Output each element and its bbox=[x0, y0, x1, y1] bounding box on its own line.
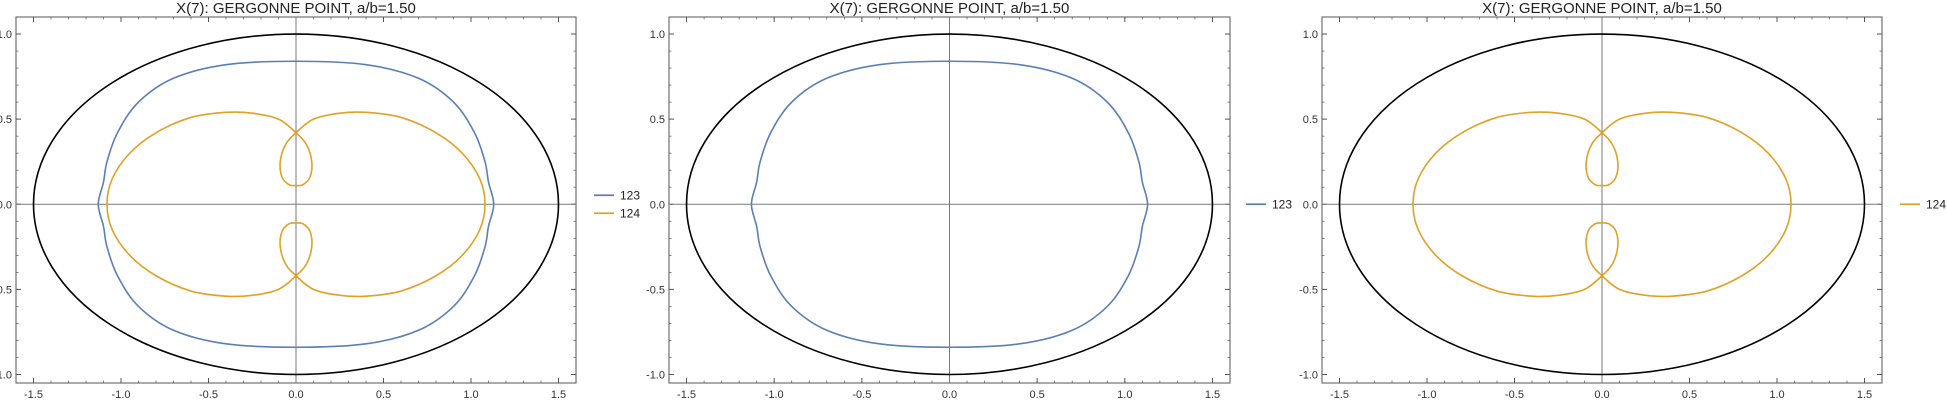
chart-panel-1: X(7): GERGONNE POINT, a/b=1.50 -1.5 -1.0 -0… bbox=[0, 0, 640, 401]
x-tick-label: 0.0 bbox=[288, 389, 303, 401]
x-tick-label: -1.5 bbox=[1330, 389, 1349, 401]
x-tick-label: -1.5 bbox=[24, 389, 43, 401]
reference-ellipse bbox=[32, 33, 560, 376]
y-tick-label: -0.5 bbox=[0, 284, 12, 296]
chart-title: X(7): GERGONNE POINT, a/b=1.50 bbox=[830, 0, 1070, 17]
chart-panel-2: X(7): GERGONNE POINT, a/b=1.50 -1.5 -1.0 -0… bbox=[646, 0, 1292, 401]
x-tick-label: 0.0 bbox=[1594, 389, 1609, 401]
x-tick-label: -1.0 bbox=[1418, 389, 1437, 401]
y-tick-label: 0.0 bbox=[1303, 199, 1318, 211]
y-tick-label: 1.0 bbox=[650, 29, 665, 41]
x-tick-label: 0.5 bbox=[376, 389, 391, 401]
chart-title: X(7): GERGONNE POINT, a/b=1.50 bbox=[1482, 0, 1722, 17]
y-tick-label: 0.5 bbox=[650, 114, 665, 126]
x-tick-label: 1.5 bbox=[1857, 389, 1872, 401]
y-tick-label: -1.0 bbox=[0, 369, 12, 381]
legend-label-123: 123 bbox=[620, 188, 640, 202]
x-tick-label: 1.5 bbox=[1205, 389, 1220, 401]
y-tick-label: 1.0 bbox=[0, 29, 12, 41]
y-tick-label: 0.0 bbox=[0, 199, 12, 211]
series-124-curve bbox=[106, 111, 486, 298]
legend: 124 bbox=[1900, 197, 1946, 211]
y-tick-label: 0.5 bbox=[0, 114, 12, 126]
x-tick-label: -1.5 bbox=[677, 389, 696, 401]
y-tick-label: -0.5 bbox=[1299, 284, 1318, 296]
x-tick-label: 0.0 bbox=[942, 389, 957, 401]
reference-ellipse bbox=[1338, 33, 1866, 376]
legend-label-124: 124 bbox=[620, 206, 640, 220]
x-tick-label: -1.0 bbox=[112, 389, 131, 401]
y-tick-label: 0.5 bbox=[1303, 114, 1318, 126]
x-tick-label: 0.5 bbox=[1030, 389, 1045, 401]
y-tick-label: 0.0 bbox=[650, 199, 665, 211]
x-tick-label: -0.5 bbox=[1505, 389, 1524, 401]
y-tick-label: -0.5 bbox=[646, 284, 665, 296]
chart-panel-3: X(7): GERGONNE POINT, a/b=1.50 -1.5 -1.0 -0… bbox=[1299, 0, 1946, 401]
x-tick-label: -0.5 bbox=[199, 389, 218, 401]
x-tick-label: 0.5 bbox=[1682, 389, 1697, 401]
y-tick-label: -1.0 bbox=[646, 369, 665, 381]
y-tick-label: 1.0 bbox=[1303, 29, 1318, 41]
x-tick-label: 1.0 bbox=[1769, 389, 1784, 401]
x-tick-label: -1.0 bbox=[765, 389, 784, 401]
chart-title: X(7): GERGONNE POINT, a/b=1.50 bbox=[176, 0, 416, 17]
y-tick-label: -1.0 bbox=[1299, 369, 1318, 381]
series-124-curve bbox=[1412, 111, 1792, 298]
x-tick-label: 1.5 bbox=[551, 389, 566, 401]
series-123-curve bbox=[97, 60, 495, 349]
x-tick-label: 1.0 bbox=[463, 389, 478, 401]
reference-ellipse bbox=[685, 33, 1214, 376]
x-tick-label: 1.0 bbox=[1117, 389, 1132, 401]
legend: 123 bbox=[1246, 197, 1292, 211]
legend-label-124: 124 bbox=[1926, 197, 1946, 211]
legend-label-123: 123 bbox=[1272, 197, 1292, 211]
x-tick-label: -0.5 bbox=[852, 389, 871, 401]
series-123-curve bbox=[750, 60, 1149, 349]
